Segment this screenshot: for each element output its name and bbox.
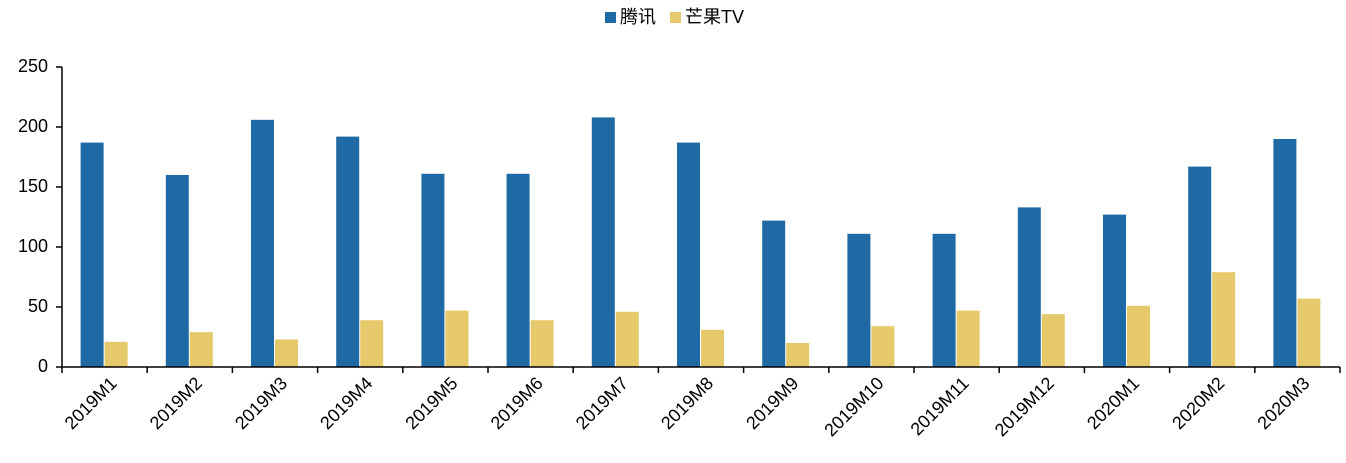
- x-tick-label: 2019M1: [61, 373, 121, 433]
- bar: [1127, 305, 1150, 367]
- legend-swatch: [670, 12, 681, 23]
- legend-label: 芒果TV: [685, 7, 744, 27]
- bar: [336, 136, 360, 367]
- bar: [932, 233, 956, 367]
- bar: [360, 320, 384, 367]
- bar: [847, 233, 871, 367]
- bar: [165, 175, 189, 367]
- bar: [1273, 139, 1297, 367]
- x-tick-label: 2020M1: [1083, 373, 1143, 433]
- bar: [591, 117, 615, 368]
- legend-label: 腾讯: [620, 7, 656, 27]
- x-tick-label: 2019M11: [907, 373, 973, 439]
- legend-swatch: [605, 12, 616, 23]
- y-tick-label: 100: [18, 236, 48, 256]
- x-tick-label: 2019M7: [572, 373, 632, 433]
- bar: [615, 311, 639, 367]
- y-tick-label: 250: [18, 56, 48, 76]
- x-tick-label: 2020M3: [1253, 373, 1313, 433]
- bar: [1103, 214, 1126, 367]
- bar: [1212, 272, 1236, 367]
- bar: [956, 310, 980, 367]
- bar: [701, 329, 724, 367]
- bar: [445, 310, 469, 367]
- x-tick-label: 2019M10: [820, 373, 887, 440]
- bar: [421, 173, 445, 367]
- x-tick-label: 2019M4: [316, 373, 376, 433]
- x-tick-label: 2019M12: [991, 373, 1058, 440]
- y-tick-label: 50: [28, 296, 48, 316]
- x-tick-label: 2019M5: [401, 373, 461, 433]
- x-tick-label: 2020M2: [1168, 373, 1228, 433]
- bar: [189, 332, 213, 367]
- bar: [506, 173, 530, 367]
- bar: [530, 320, 554, 367]
- bar: [104, 341, 128, 367]
- bar: [275, 339, 298, 367]
- bar: [786, 343, 810, 367]
- bar: [1041, 314, 1065, 367]
- x-tick-label: 2019M3: [231, 373, 291, 433]
- bar: [1297, 298, 1321, 367]
- bar: [871, 326, 895, 367]
- y-tick-label: 150: [18, 176, 48, 196]
- x-tick-label: 2019M2: [146, 373, 206, 433]
- bar: [80, 142, 104, 367]
- x-tick-label: 2019M6: [487, 373, 547, 433]
- x-tick-label: 2019M9: [742, 373, 802, 433]
- bar: [677, 142, 700, 367]
- bar: [251, 119, 274, 367]
- bar: [1017, 207, 1041, 367]
- y-tick-label: 0: [38, 356, 48, 376]
- bar: [762, 220, 786, 367]
- bar: [1188, 166, 1212, 367]
- x-tick-label: 2019M8: [657, 373, 717, 433]
- y-tick-label: 200: [18, 116, 48, 136]
